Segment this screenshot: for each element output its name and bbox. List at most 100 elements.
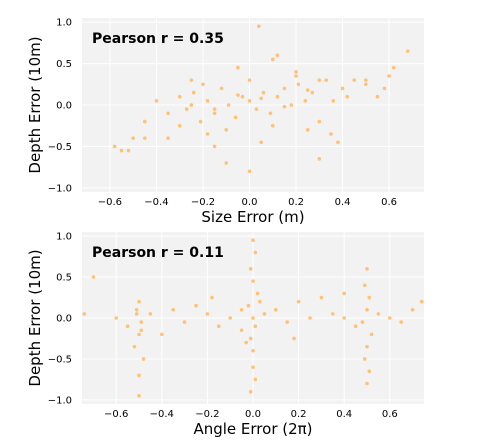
data-point	[171, 308, 175, 312]
data-point	[352, 78, 357, 82]
x-tick-label: −0.2	[191, 197, 215, 208]
x-tick-labels: −0.6 −0.4 −0.2 0.0 0.2 0.4 0.6	[98, 197, 397, 208]
data-point	[364, 78, 368, 82]
data-point	[239, 328, 244, 333]
data-point	[224, 128, 229, 132]
data-point	[292, 336, 296, 341]
data-point	[154, 99, 159, 103]
data-point	[248, 389, 253, 394]
data-point	[137, 299, 141, 304]
data-point	[360, 320, 365, 324]
x-tick-label: −0.6	[104, 409, 128, 420]
data-point	[251, 348, 255, 353]
data-point	[258, 299, 262, 304]
data-point	[114, 316, 118, 320]
data-point	[248, 336, 253, 341]
data-point	[205, 99, 210, 103]
y-tick-label: 0.0	[56, 101, 72, 112]
data-point	[365, 308, 369, 312]
data-point	[388, 316, 392, 320]
pearson-annotation: Pearson r = 0.11	[92, 245, 224, 261]
y-tick-label: −1.0	[48, 183, 72, 194]
data-point	[139, 328, 144, 333]
data-point	[331, 99, 336, 103]
data-point	[342, 316, 347, 320]
data-point	[251, 316, 255, 320]
data-point	[270, 123, 275, 128]
x-tick-labels: −0.6 −0.4 −0.2 0.0 0.2 0.4 0.6	[104, 409, 398, 420]
data-point	[177, 94, 182, 99]
y-tick-label: 1.0	[56, 232, 72, 243]
data-point	[125, 324, 130, 328]
data-point	[210, 295, 214, 300]
data-point	[226, 103, 231, 107]
x-tick-label: −0.4	[144, 197, 168, 208]
scatter-panel-size-error: −0.6 −0.4 −0.2 0.0 0.2 0.4 0.6 −1.0 −0.5 0.0 0.5 1…	[26, 18, 424, 226]
data-point	[410, 308, 415, 312]
data-point	[251, 279, 255, 283]
data-point	[236, 65, 240, 70]
x-tick-label: 0.0	[245, 409, 261, 420]
data-point	[166, 136, 170, 140]
x-tick-label: −0.6	[98, 197, 122, 208]
data-point	[365, 267, 369, 271]
data-point	[134, 308, 139, 312]
data-point	[310, 90, 315, 95]
data-point	[251, 238, 255, 242]
data-point	[268, 111, 273, 116]
scatter-points	[112, 24, 410, 174]
data-point	[331, 312, 335, 316]
data-point	[239, 308, 244, 312]
data-point	[253, 377, 258, 382]
data-point	[217, 324, 221, 328]
x-tick-label: −0.2	[195, 409, 219, 420]
data-point	[345, 94, 350, 99]
data-point	[251, 365, 255, 369]
data-point	[205, 312, 210, 316]
data-point	[375, 94, 380, 99]
data-point	[134, 312, 139, 316]
data-point	[137, 373, 141, 378]
data-point	[143, 119, 147, 124]
data-point	[419, 299, 424, 304]
x-tick-label: 0.6	[382, 409, 398, 420]
data-point	[259, 140, 263, 145]
data-point	[247, 99, 252, 103]
data-point	[289, 103, 294, 107]
data-point	[353, 324, 358, 328]
data-point	[254, 107, 259, 111]
data-point	[189, 103, 194, 107]
data-point	[247, 169, 252, 174]
data-point	[317, 78, 322, 82]
data-point	[364, 82, 368, 87]
data-point	[112, 144, 117, 149]
data-point	[126, 148, 131, 153]
data-point	[275, 94, 280, 99]
data-point	[342, 291, 347, 296]
data-point	[228, 316, 232, 320]
data-point	[246, 303, 251, 308]
data-point	[139, 320, 144, 324]
data-point	[255, 291, 260, 296]
data-point	[261, 90, 266, 95]
data-point	[262, 312, 267, 316]
data-point	[141, 357, 146, 361]
data-point	[367, 295, 372, 300]
y-tick-label: 0.0	[56, 314, 72, 325]
y-tick-labels: −1.0 −0.5 0.0 0.5 1.0	[48, 232, 72, 407]
data-point	[205, 132, 210, 136]
data-point	[259, 96, 263, 101]
y-tick-label: −0.5	[48, 142, 72, 153]
data-point	[365, 381, 369, 386]
data-point	[387, 74, 391, 78]
y-tick-label: −0.5	[48, 354, 72, 365]
data-point	[212, 111, 217, 116]
data-point	[294, 70, 298, 74]
y-tick-labels: −1.0 −0.5 0.0 0.5 1.0	[48, 18, 72, 195]
x-tick-label: 0.4	[336, 409, 352, 420]
data-point	[285, 320, 290, 324]
data-point	[219, 86, 224, 91]
data-point	[233, 115, 238, 120]
data-point	[296, 82, 301, 87]
